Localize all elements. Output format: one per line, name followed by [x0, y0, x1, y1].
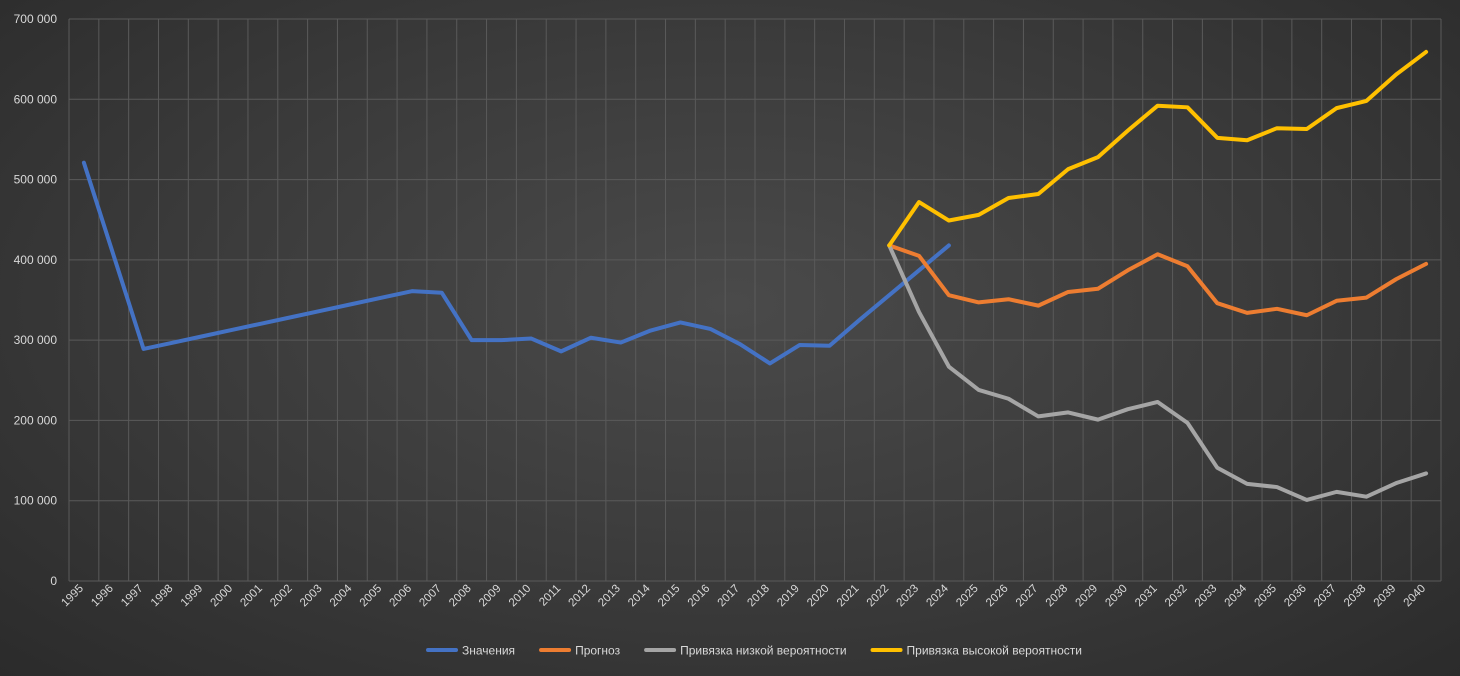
x-tick-label: 2024 [924, 582, 951, 609]
x-tick-label: 2029 [1074, 583, 1101, 610]
x-axis-tick-labels: 1995 1996 1997 1998 1999 2000 2001 2002 2003 2004… [59, 582, 1428, 609]
x-tick-label: 2000 [209, 583, 236, 610]
x-tick-label: 2028 [1044, 583, 1071, 610]
x-tick-label: 2015 [656, 583, 683, 610]
x-tick-label: 1998 [149, 583, 176, 610]
y-tick-label: 200 000 [14, 413, 58, 427]
x-tick-label: 2022 [865, 583, 892, 610]
x-tick-label: 2003 [298, 583, 325, 610]
y-tick-label: 300 000 [14, 333, 58, 347]
x-tick-label: 2008 [447, 583, 474, 610]
x-tick-label: 2035 [1252, 583, 1279, 610]
legend-label-1: Прогноз [575, 644, 621, 658]
x-tick-label: 2019 [775, 583, 802, 610]
x-tick-label: 2009 [477, 583, 504, 610]
gridlines [68, 18, 1442, 582]
x-tick-label: 2006 [388, 583, 415, 610]
x-tick-label: 1997 [119, 583, 146, 610]
x-tick-label: 2038 [1342, 583, 1369, 610]
x-tick-label: 2030 [1103, 583, 1130, 610]
y-tick-label: 700 000 [14, 12, 58, 26]
legend-label-2: Привязка низкой вероятности [680, 644, 846, 658]
x-tick-label: 2017 [716, 583, 743, 610]
x-tick-label: 2032 [1163, 583, 1190, 610]
legend-label-3: Привязка высокой вероятности [907, 644, 1082, 658]
y-tick-label: 600 000 [14, 92, 58, 106]
x-tick-label: 1996 [89, 583, 116, 610]
y-tick-label: 0 [50, 574, 57, 588]
x-tick-label: 2012 [566, 583, 593, 610]
x-tick-label: 1995 [59, 583, 86, 610]
x-tick-label: 2039 [1372, 583, 1399, 610]
y-tick-label: 500 000 [14, 173, 58, 187]
x-tick-label: 2014 [626, 582, 653, 609]
x-tick-label: 2020 [805, 583, 832, 610]
x-tick-label: 2021 [835, 583, 862, 610]
x-tick-label: 2023 [895, 583, 922, 610]
x-tick-label: 2005 [358, 583, 385, 610]
series-line-0 [81, 160, 951, 366]
x-tick-label: 1999 [179, 583, 206, 610]
x-tick-label: 2034 [1223, 582, 1250, 609]
x-tick-label: 2016 [686, 583, 713, 610]
x-tick-label: 2033 [1193, 583, 1220, 610]
x-tick-label: 2018 [745, 583, 772, 610]
x-tick-label: 2026 [984, 583, 1011, 610]
x-tick-label: 2011 [537, 583, 563, 609]
x-tick-label: 2025 [954, 583, 981, 610]
legend-label-0: Значения [462, 644, 515, 658]
series-line-3 [887, 49, 1429, 248]
series-lines [81, 49, 1429, 502]
y-axis-tick-labels: 0 100 000 200 000 300 000 400 000 500 000 600 … [14, 12, 58, 588]
x-tick-label: 2013 [596, 583, 623, 610]
x-tick-label: 2040 [1402, 583, 1429, 610]
series-line-2 [887, 243, 1429, 502]
legend: Значения Прогноз Привязка низкой вероятнос… [426, 644, 1082, 658]
x-tick-label: 2004 [328, 582, 355, 609]
x-tick-label: 2010 [507, 583, 534, 610]
x-tick-label: 2036 [1282, 583, 1309, 610]
series-line-1 [887, 243, 1429, 318]
x-tick-label: 2002 [268, 583, 295, 610]
x-tick-label: 2007 [417, 583, 444, 610]
x-tick-label: 2027 [1014, 583, 1041, 610]
x-tick-label: 2031 [1133, 583, 1160, 610]
x-tick-label: 2037 [1312, 583, 1339, 610]
y-tick-label: 400 000 [14, 253, 58, 267]
y-tick-label: 100 000 [14, 494, 58, 508]
x-tick-label: 2001 [238, 583, 265, 610]
